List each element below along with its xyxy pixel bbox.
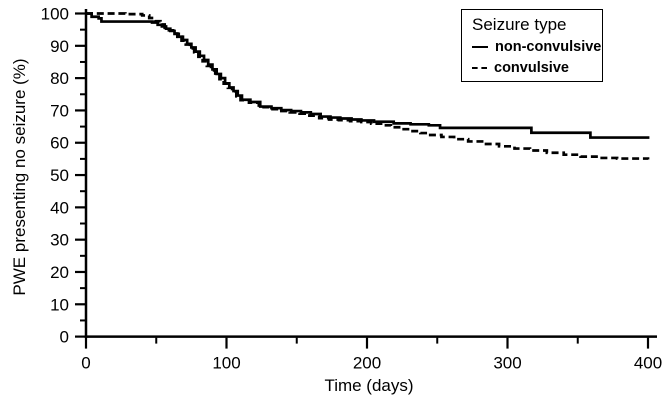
y-tick-label: 90: [50, 37, 69, 56]
y-tick-label: 80: [50, 69, 69, 88]
x-tick-label: 100: [212, 354, 240, 373]
y-tick-label: 0: [60, 328, 69, 347]
y-tick-label: 100: [41, 5, 69, 24]
x-tick-label: 0: [81, 354, 90, 373]
legend-label-convulsive: convulsive: [494, 59, 569, 76]
solid-line-swatch: [472, 45, 488, 48]
y-tick-label: 30: [50, 231, 69, 250]
x-axis-title: Time (days): [324, 376, 413, 395]
legend-label-non-convulsive: non-convulsive: [495, 38, 602, 55]
y-tick-label: 60: [50, 134, 69, 153]
y-tick-label: 20: [50, 263, 69, 282]
x-tick-label: 200: [353, 354, 381, 373]
legend-item-non-convulsive: non-convulsive: [472, 36, 602, 57]
y-tick-label: 70: [50, 101, 69, 120]
dashed-line-swatch: [472, 66, 487, 69]
axes-layer: 0 10 20 30 40 50 60 70 80 90 100 0 100 200 300 400: [41, 5, 663, 373]
x-tick-label: 400: [634, 354, 662, 373]
legend: Seizure type non-convulsive convulsive: [461, 9, 603, 82]
legend-item-convulsive: convulsive: [472, 57, 602, 78]
y-tick-label: 50: [50, 166, 69, 185]
y-tick-label: 40: [50, 198, 69, 217]
series-layer: [86, 12, 650, 160]
x-tick-label: 300: [493, 354, 521, 373]
legend-title: Seizure type: [472, 15, 567, 34]
y-tick-label: 10: [50, 295, 69, 314]
y-axis-title: PWE presenting no seizure (%): [10, 58, 29, 295]
